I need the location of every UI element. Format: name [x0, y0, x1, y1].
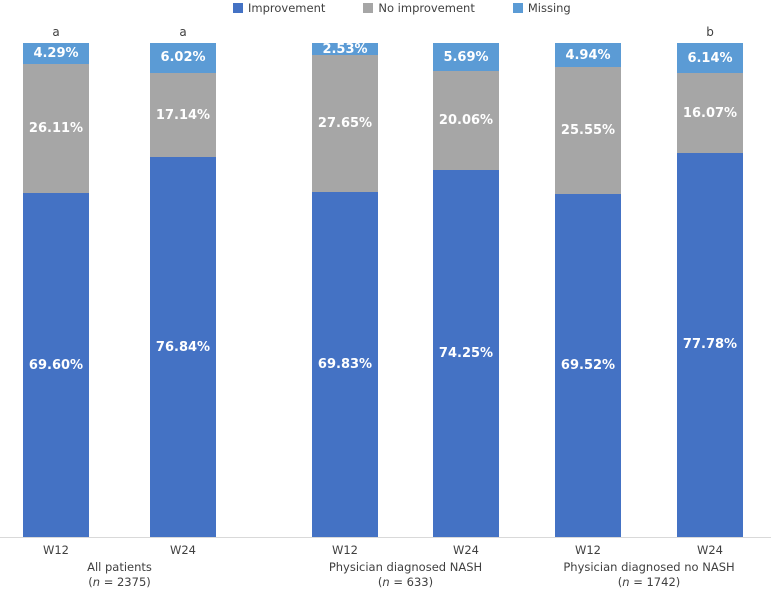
segment-missing: 6.02%: [150, 43, 216, 73]
segment-value-label: 27.65%: [317, 116, 373, 132]
segment-missing: 4.94%: [555, 43, 621, 68]
group-name: Physician diagnosed no NASH: [563, 560, 735, 574]
group-name: Physician diagnosed NASH: [328, 560, 483, 574]
segment-no-improvement: 17.14%: [150, 72, 216, 158]
legend-item-no-improvement: No improvement: [363, 0, 475, 15]
legend-swatch-icon: [363, 2, 374, 13]
legend-label: Improvement: [248, 0, 326, 15]
segment-value-label: 77.78%: [682, 337, 738, 353]
significance-annotation: b: [706, 25, 714, 39]
group-sample-size: (n = 2375): [88, 575, 151, 589]
legend-label: No improvement: [378, 0, 475, 15]
segment-no-improvement: 25.55%: [555, 67, 621, 194]
segment-value-label: 2.53%: [322, 41, 368, 57]
segment-value-label: 5.69%: [443, 49, 489, 65]
segment-value-label: 25.55%: [560, 122, 616, 138]
x-tick-label: W24: [696, 543, 723, 557]
x-tick-label: W24: [169, 543, 196, 557]
segment-improvement: 69.60%: [23, 193, 89, 537]
significance-annotation: a: [52, 25, 60, 39]
x-tick-label: W12: [331, 543, 358, 557]
group-label: Physician diagnosed no NASH (n = 1742): [509, 560, 771, 590]
group-name: All patients: [87, 560, 152, 574]
chart-legend: Improvement No improvement Missing: [233, 0, 571, 15]
segment-value-label: 20.06%: [438, 113, 494, 129]
segment-value-label: 69.60%: [28, 357, 84, 373]
segment-value-label: 74.25%: [438, 346, 494, 362]
x-tick-label: W24: [452, 543, 479, 557]
x-tick-label: W12: [42, 543, 69, 557]
segment-value-label: 69.83%: [317, 357, 373, 373]
segment-no-improvement: 16.07%: [677, 73, 743, 153]
segment-no-improvement: 27.65%: [312, 55, 378, 193]
x-axis-line: [0, 537, 771, 538]
segment-improvement: 77.78%: [677, 152, 743, 537]
group-sample-size: (n = 1742): [617, 575, 681, 589]
segment-missing: 5.69%: [433, 43, 499, 72]
segment-improvement: 74.25%: [433, 170, 499, 537]
segment-value-label: 16.07%: [682, 105, 738, 121]
stacked-bar: 2.53% 27.65% 69.83%: [312, 43, 378, 537]
segment-value-label: 6.14%: [687, 50, 733, 66]
group-sample-size: (n = 633): [377, 575, 434, 589]
segment-missing: 4.29%: [23, 43, 89, 65]
stacked-bar: 4.94% 25.55% 69.52%: [555, 43, 621, 537]
stacked-bar: 4.29% 26.11% 69.60%: [23, 43, 89, 537]
segment-missing: 6.14%: [677, 43, 743, 74]
segment-improvement: 76.84%: [150, 157, 216, 537]
segment-value-label: 76.84%: [155, 339, 211, 355]
segment-improvement: 69.52%: [555, 193, 621, 537]
segment-no-improvement: 20.06%: [433, 71, 499, 171]
segment-value-label: 69.52%: [560, 357, 616, 373]
significance-annotation: a: [179, 25, 187, 39]
segment-missing: 2.53%: [312, 41, 378, 57]
segment-improvement: 69.83%: [312, 192, 378, 537]
group-label: All patients (n = 2375): [0, 560, 260, 590]
x-tick-label: W12: [574, 543, 601, 557]
legend-swatch-icon: [512, 2, 523, 13]
segment-value-label: 4.94%: [565, 47, 611, 63]
segment-value-label: 6.02%: [160, 50, 206, 66]
stacked-bar: 5.69% 20.06% 74.25%: [433, 43, 499, 537]
segment-no-improvement: 26.11%: [23, 64, 89, 194]
segment-value-label: 17.14%: [155, 107, 211, 123]
legend-swatch-icon: [233, 2, 243, 13]
legend-label: Missing: [527, 0, 571, 15]
segment-value-label: 26.11%: [28, 121, 84, 137]
legend-item-improvement: Improvement: [233, 1, 325, 15]
group-label: Physician diagnosed NASH (n = 633): [266, 560, 546, 590]
legend-item-missing: Missing: [512, 0, 571, 15]
plot-area: 4.29% 26.11% 69.60% 6.02% 17.14% 76.84% 2.53% 2…: [0, 43, 771, 537]
stacked-bar: 6.02% 17.14% 76.84%: [150, 43, 216, 537]
segment-value-label: 4.29%: [33, 46, 79, 62]
stacked-bar: 6.14% 16.07% 77.78%: [677, 43, 743, 537]
